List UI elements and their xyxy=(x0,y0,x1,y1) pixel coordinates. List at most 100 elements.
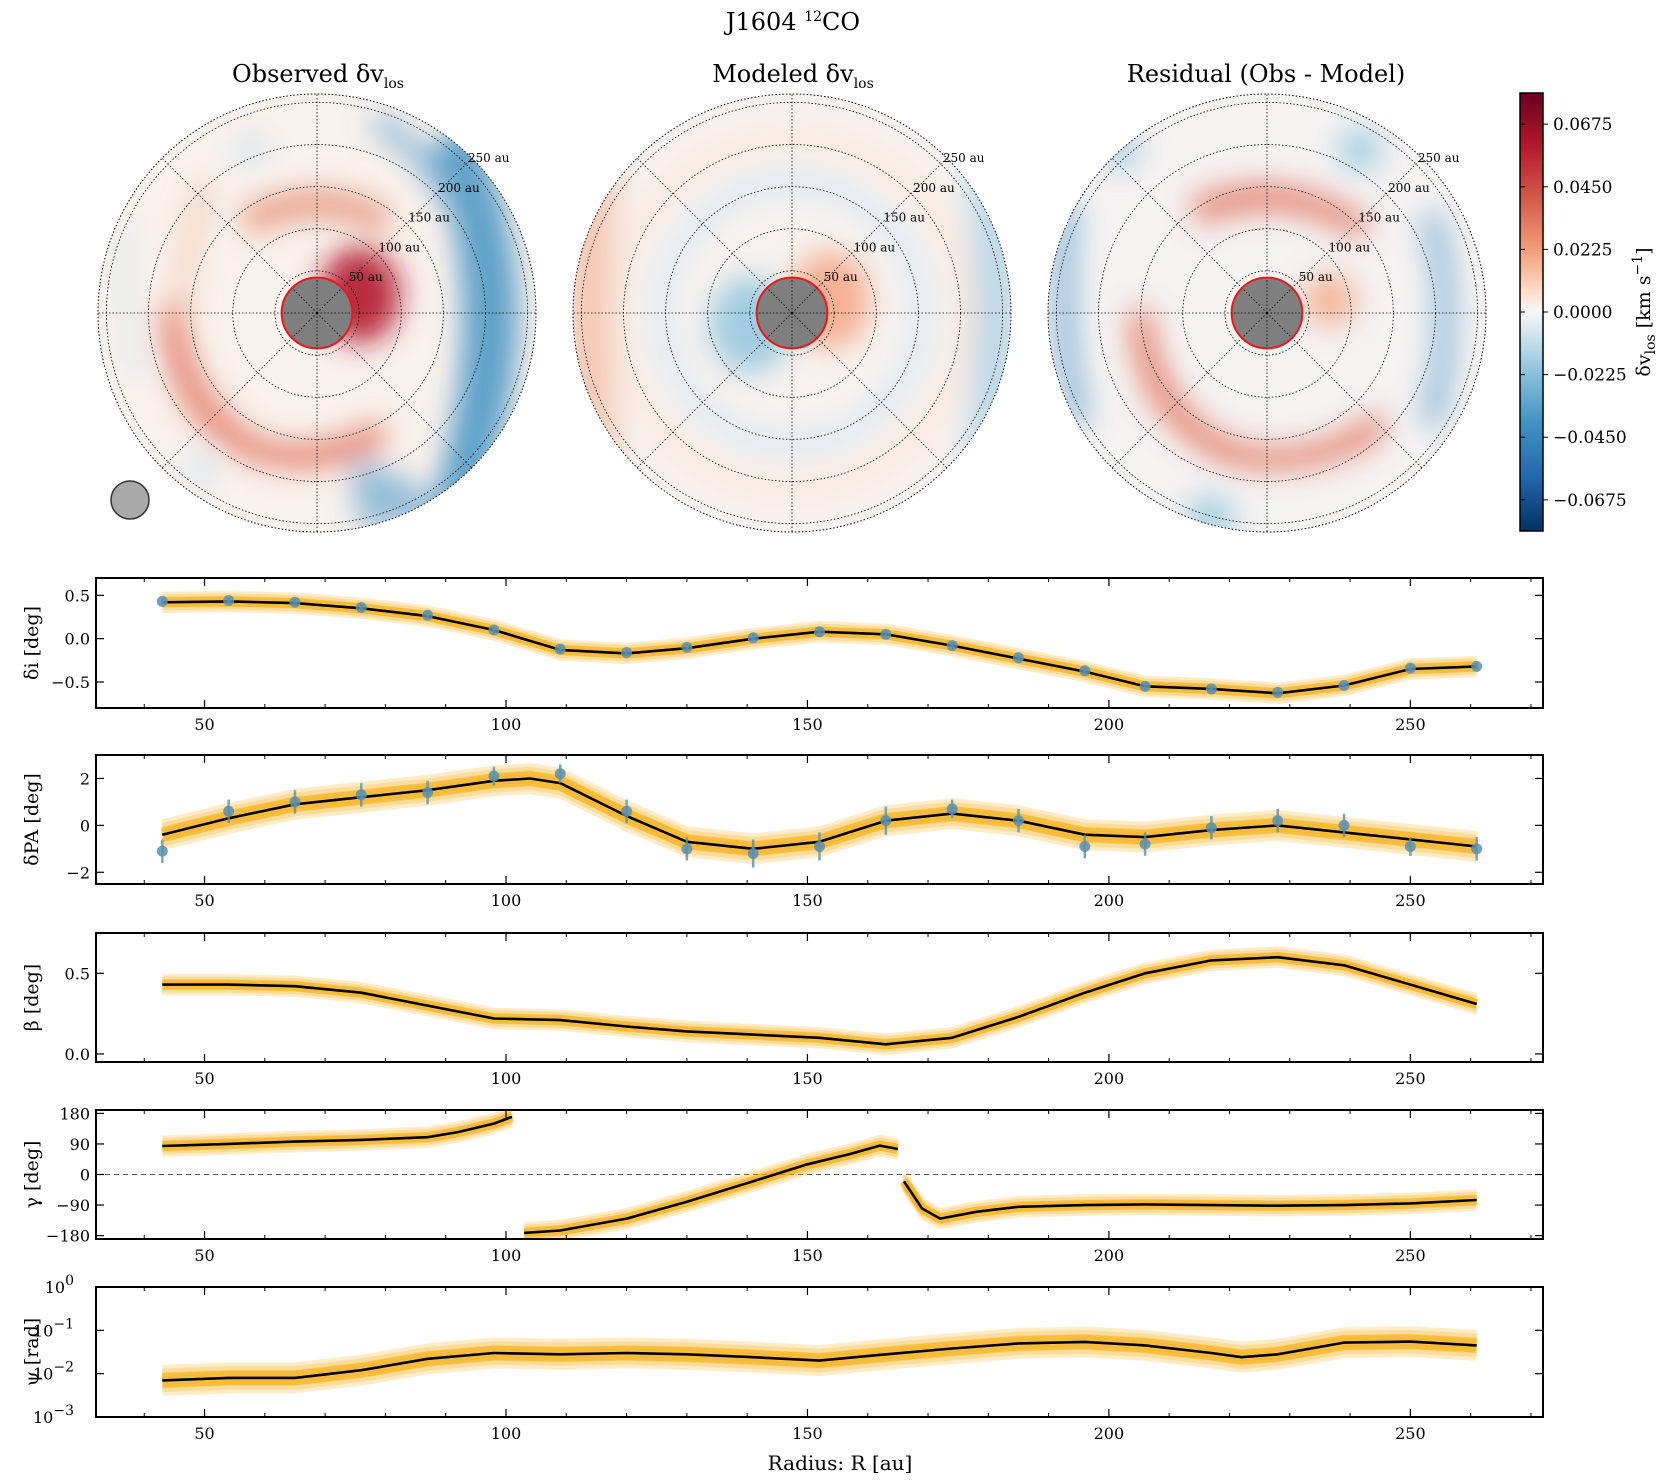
posterior-sample-band xyxy=(162,1110,514,1144)
x-tick-label: 50 xyxy=(194,1424,214,1443)
x-tick-label: 150 xyxy=(792,1069,823,1088)
posterior-sample-band xyxy=(162,1329,1477,1378)
posterior-sample-band xyxy=(161,762,1478,843)
y-axis-label: γ [deg] xyxy=(21,1141,43,1209)
data-point xyxy=(1205,822,1217,834)
y-tick-label: −2 xyxy=(66,863,90,882)
colorbar-tick-label: 0.0450 xyxy=(1553,178,1612,198)
x-tick-label: 50 xyxy=(194,1069,214,1088)
panel-content xyxy=(162,946,1479,1055)
y-tick-label: 2 xyxy=(80,769,90,788)
panel-frame xyxy=(95,932,1544,1063)
data-point xyxy=(1079,665,1091,677)
x-tick-label: 100 xyxy=(491,715,522,734)
outer-edge xyxy=(97,93,537,533)
data-point xyxy=(289,796,301,808)
data-point xyxy=(223,805,235,817)
ring-label: 150 au xyxy=(408,211,450,225)
data-point xyxy=(1012,652,1024,664)
colorbar-tick-label: 0.0225 xyxy=(1553,240,1612,260)
posterior-sample-band xyxy=(162,606,1477,704)
delta-pa-panel: 50 100 150 200 250 2 0 −2 δPA [deg] xyxy=(21,754,1544,910)
center-spoke xyxy=(766,312,793,339)
y-tick-label: 0 xyxy=(80,1166,90,1185)
data-point xyxy=(156,595,168,607)
posterior-sample-band xyxy=(162,946,1478,1040)
data-point xyxy=(355,601,367,613)
posterior-sample-band xyxy=(901,1171,1477,1214)
x-tick-label: 150 xyxy=(792,1424,823,1443)
center-spoke xyxy=(1266,287,1293,314)
colorbar-tick-label: −0.0225 xyxy=(1553,366,1627,386)
posterior-sample-band xyxy=(162,959,1478,1053)
grid-spoke xyxy=(316,312,473,469)
modeled-map-title: Modeled δvlos xyxy=(712,60,874,92)
data-point xyxy=(621,805,633,817)
median-curve xyxy=(161,777,1477,851)
ring-label: 250 au xyxy=(468,151,510,165)
data-point xyxy=(355,789,367,801)
posterior-sample-band xyxy=(162,1121,514,1157)
data-point xyxy=(223,595,235,607)
data-point xyxy=(488,770,500,782)
y-axis-label: δi [deg] xyxy=(21,606,43,680)
data-point xyxy=(1079,840,1091,852)
y-tick-label: 100 xyxy=(45,1273,74,1297)
ring-label: 250 au xyxy=(1418,151,1460,165)
x-tick-label: 200 xyxy=(1094,1246,1125,1265)
data-point xyxy=(554,768,566,780)
x-tick-label: 200 xyxy=(1094,1424,1125,1443)
y-tick-base: 10 xyxy=(33,1365,53,1384)
colorbar-tick-label: −0.0450 xyxy=(1553,428,1627,448)
beam-ellipse xyxy=(110,480,150,520)
y-tick-label: −0.5 xyxy=(51,673,90,692)
y-tick-base: 10 xyxy=(33,1321,53,1340)
posterior-sample-band xyxy=(523,1134,899,1229)
posterior-sample-band xyxy=(523,1150,899,1239)
y-tick-label: 0.0 xyxy=(65,630,90,649)
x-tick-label: 150 xyxy=(792,891,823,910)
y-axis-label: ψ [rad] xyxy=(21,1318,43,1386)
outer-edge xyxy=(1047,93,1487,533)
posterior-sample-band xyxy=(161,785,1478,865)
data-point xyxy=(1338,679,1350,691)
data-point xyxy=(554,643,566,655)
y-tick-label: 0.0 xyxy=(65,1045,90,1064)
ring-label: 250 au xyxy=(943,151,985,165)
data-point xyxy=(289,596,301,608)
residual-map-title: Residual (Obs - Model) xyxy=(1127,60,1405,88)
posterior-sample-band xyxy=(162,1110,514,1142)
x-tick-label: 100 xyxy=(491,891,522,910)
x-tick-label: 250 xyxy=(1395,1246,1426,1265)
x-tick-label: 100 xyxy=(491,1246,522,1265)
y-tick-exponent: −3 xyxy=(53,1403,74,1419)
grid-spoke xyxy=(791,157,948,314)
colorbar: 0.0675 0.0450 0.0225 0.0000 −0.0225 −0.0450 −0… xyxy=(1519,92,1659,532)
grid-spoke xyxy=(1266,157,1423,314)
data-point xyxy=(1272,815,1284,827)
posterior-sample-band xyxy=(162,1344,1477,1393)
ring-label: 100 au xyxy=(1329,240,1371,254)
x-axis-label: Radius: R [au] xyxy=(768,1451,913,1475)
panel-content xyxy=(156,762,1483,868)
ring-label: 200 au xyxy=(438,181,480,195)
center-spoke xyxy=(766,287,793,314)
data-point xyxy=(747,848,759,860)
data-point xyxy=(1338,819,1350,831)
ring-label: 50 au xyxy=(1299,270,1333,284)
ring-label: 100 au xyxy=(379,240,421,254)
center-spoke xyxy=(316,287,343,314)
data-point xyxy=(1012,815,1024,827)
x-tick-label: 200 xyxy=(1094,715,1125,734)
x-tick-label: 250 xyxy=(1395,1069,1426,1088)
data-point xyxy=(747,632,759,644)
posterior-sample-band xyxy=(161,766,1478,846)
panel-content xyxy=(96,1110,1543,1239)
outer-edge xyxy=(572,93,1012,533)
panel-content xyxy=(156,590,1483,704)
data-point xyxy=(422,609,434,621)
polar-grid-2: 50 au 100 au 150 au 200 au 250 au xyxy=(1047,93,1487,533)
data-point xyxy=(1471,660,1483,672)
